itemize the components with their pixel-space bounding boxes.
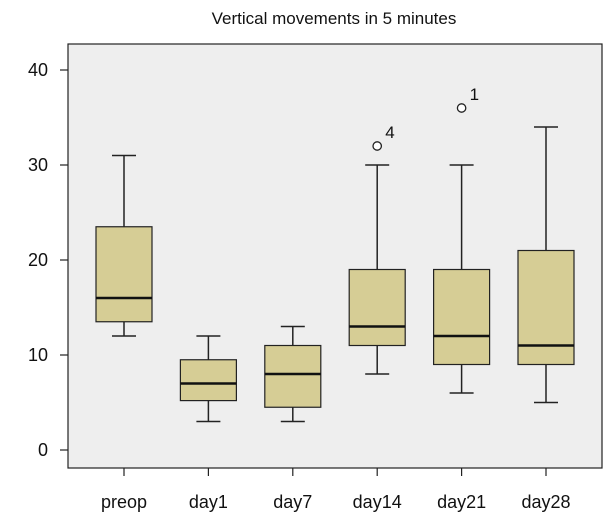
outlier-point (372, 141, 383, 151)
iqr-box (433, 268, 491, 366)
plot-area (67, 43, 603, 469)
outlier-label: 1 (470, 85, 479, 104)
x-tick-label: day28 (521, 492, 570, 512)
y-tick-label: 0 (38, 440, 48, 460)
y-tick-label: 30 (28, 155, 48, 175)
box-day14: 4 (348, 123, 406, 375)
box-day1 (179, 335, 237, 423)
box-series: 41 (95, 85, 575, 423)
box-preop (95, 154, 153, 337)
x-tick-label: day7 (273, 492, 312, 512)
outlier-label: 4 (385, 123, 394, 142)
x-tick-label: preop (101, 492, 147, 512)
iqr-box (95, 226, 153, 323)
iqr-box (264, 344, 322, 408)
x-tick-label: day14 (353, 492, 402, 512)
chart-title: Vertical movements in 5 minutes (212, 9, 457, 28)
x-tick-label: day21 (437, 492, 486, 512)
iqr-box (348, 268, 406, 347)
iqr-box (517, 249, 575, 366)
x-axis: preop day1 day7 day14 day21 day28 (101, 468, 571, 512)
outlier-point (456, 103, 467, 113)
x-tick-label: day1 (189, 492, 228, 512)
y-axis: 0 10 20 30 40 (28, 60, 68, 460)
y-tick-label: 20 (28, 250, 48, 270)
y-tick-label: 40 (28, 60, 48, 80)
box-day21: 1 (433, 85, 491, 394)
box-day7 (264, 325, 322, 423)
box-day28 (517, 126, 575, 404)
y-tick-label: 10 (28, 345, 48, 365)
iqr-box (179, 359, 237, 402)
